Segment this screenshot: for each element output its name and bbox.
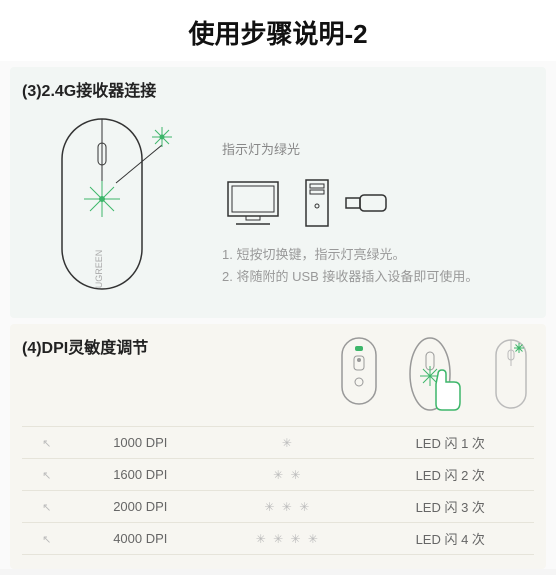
dpi-row: ↖ 1600 DPI ✳ ✳ LED 闪 2 次: [22, 459, 534, 491]
mouse-bottom-illustration: [336, 334, 382, 408]
section-4-top-row: (4)DPI灵敏度调节: [22, 334, 534, 414]
section-3-card: (3)2.4G接收器连接: [10, 67, 546, 318]
flash-dots: ✳: [282, 436, 294, 450]
cursor-icon: ↖: [42, 502, 51, 514]
section-3-row: UGREEN 指示灯为绿光: [22, 109, 534, 304]
dpi-value-cell: 1600 DPI: [71, 459, 209, 491]
dpi-row: ↖ 2000 DPI ✳ ✳ ✳ LED 闪 3 次: [22, 491, 534, 523]
cursor-icon: ↖: [42, 438, 51, 450]
mouse-top-illustration: UGREEN: [22, 109, 192, 299]
mouse-side-click-illustration: [402, 334, 468, 414]
flash-dots: ✳ ✳ ✳ ✳: [256, 532, 320, 546]
pc-usb-row: [222, 176, 534, 230]
flash-dots-cell: ✳ ✳ ✳ ✳: [209, 523, 366, 555]
flash-dots: ✳ ✳ ✳: [264, 500, 311, 514]
flash-dots-cell: ✳: [209, 427, 366, 459]
page-title: 使用步骤说明-2: [0, 0, 556, 61]
cursor-icon: ↖: [42, 534, 51, 546]
led-label-cell: LED 闪 2 次: [367, 459, 534, 491]
dpi-value-cell: 4000 DPI: [71, 523, 209, 555]
cursor-cell: ↖: [22, 491, 71, 523]
flash-dots: ✳ ✳: [273, 468, 302, 482]
indicator-label: 指示灯为绿光: [222, 139, 534, 158]
mouse-brand-text: UGREEN: [94, 250, 104, 289]
dpi-value-cell: 2000 DPI: [71, 491, 209, 523]
section-4-card: (4)DPI灵敏度调节: [10, 324, 546, 569]
section-4-heading: (4)DPI灵敏度调节: [22, 334, 316, 358]
led-label-cell: LED 闪 3 次: [367, 491, 534, 523]
cursor-cell: ↖: [22, 459, 71, 491]
mouse-illustration-col: UGREEN: [22, 109, 212, 304]
page-root: 使用步骤说明-2 (3)2.4G接收器连接: [0, 0, 556, 569]
cursor-cell: ↖: [22, 523, 71, 555]
flash-dots-cell: ✳ ✳ ✳: [209, 491, 366, 523]
pc-tower-icon: [302, 176, 334, 230]
step-line-1: 1. 短按切换键，指示灯亮绿光。: [222, 244, 534, 266]
flash-dots-cell: ✳ ✳: [209, 459, 366, 491]
dpi-row: ↖ 4000 DPI ✳ ✳ ✳ ✳ LED 闪 4 次: [22, 523, 534, 555]
cursor-cell: ↖: [22, 427, 71, 459]
step-line-2: 2. 将随附的 USB 接收器插入设备即可使用。: [222, 266, 534, 288]
monitor-icon: [222, 176, 292, 230]
cursor-icon: ↖: [42, 470, 51, 482]
led-label-cell: LED 闪 1 次: [367, 427, 534, 459]
mouse-small-illustration: [488, 334, 534, 414]
dpi-value-cell: 1000 DPI: [71, 427, 209, 459]
dpi-table: ↖ 1000 DPI ✳ LED 闪 1 次 ↖ 1600 DPI ✳ ✳ LED 闪 2 次…: [22, 426, 534, 555]
dpi-row: ↖ 1000 DPI ✳ LED 闪 1 次: [22, 427, 534, 459]
section-3-heading: (3)2.4G接收器连接: [22, 77, 534, 101]
usb-receiver-icon: [344, 191, 390, 215]
section-3-right-col: 指示灯为绿光: [212, 109, 534, 288]
section-3-steps: 1. 短按切换键，指示灯亮绿光。 2. 将随附的 USB 接收器插入设备即可使用…: [222, 244, 534, 288]
led-label-cell: LED 闪 4 次: [367, 523, 534, 555]
